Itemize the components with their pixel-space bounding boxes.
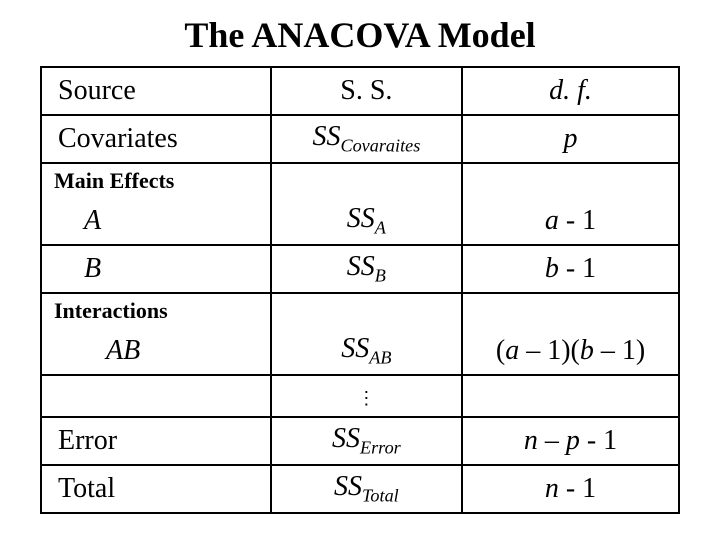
section-interactions-label: Interactions [41, 293, 271, 328]
ab-df: (a – 1)(b – 1) [462, 328, 679, 375]
b-label: B [41, 245, 271, 293]
page-title: The ANACOVA Model [0, 14, 720, 56]
row-b: B SSB b - 1 [41, 245, 679, 293]
table-header-row: Source S. S. d. f. [41, 67, 679, 115]
row-error: Error SSError n – p - 1 [41, 417, 679, 465]
anacova-table: Source S. S. d. f. Covariates SSCovarait… [40, 66, 680, 514]
row-total: Total SSTotal n - 1 [41, 465, 679, 513]
vdots-icon: ⋮ [271, 375, 462, 417]
b-df: b - 1 [462, 245, 679, 293]
a-df: a - 1 [462, 198, 679, 245]
covariates-label: Covariates [41, 115, 271, 163]
row-a: A SSA a - 1 [41, 198, 679, 245]
error-df: n – p - 1 [462, 417, 679, 465]
a-label: A [41, 198, 271, 245]
header-df: d. f. [462, 67, 679, 115]
total-df: n - 1 [462, 465, 679, 513]
error-label: Error [41, 417, 271, 465]
total-ss: SSTotal [271, 465, 462, 513]
b-ss: SSB [271, 245, 462, 293]
error-ss: SSError [271, 417, 462, 465]
row-vdots: ⋮ [41, 375, 679, 417]
anacova-table-container: Source S. S. d. f. Covariates SSCovarait… [0, 66, 720, 514]
row-ab: AB SSAB (a – 1)(b – 1) [41, 328, 679, 375]
header-source: Source [41, 67, 271, 115]
section-main-effects-label: Main Effects [41, 163, 271, 198]
a-ss: SSA [271, 198, 462, 245]
section-main-effects: Main Effects [41, 163, 679, 198]
header-ss: S. S. [271, 67, 462, 115]
covariates-ss: SSCovaraites [271, 115, 462, 163]
ab-ss: SSAB [271, 328, 462, 375]
row-covariates: Covariates SSCovaraites p [41, 115, 679, 163]
ab-label: AB [41, 328, 271, 375]
section-interactions: Interactions [41, 293, 679, 328]
covariates-df: p [462, 115, 679, 163]
total-label: Total [41, 465, 271, 513]
